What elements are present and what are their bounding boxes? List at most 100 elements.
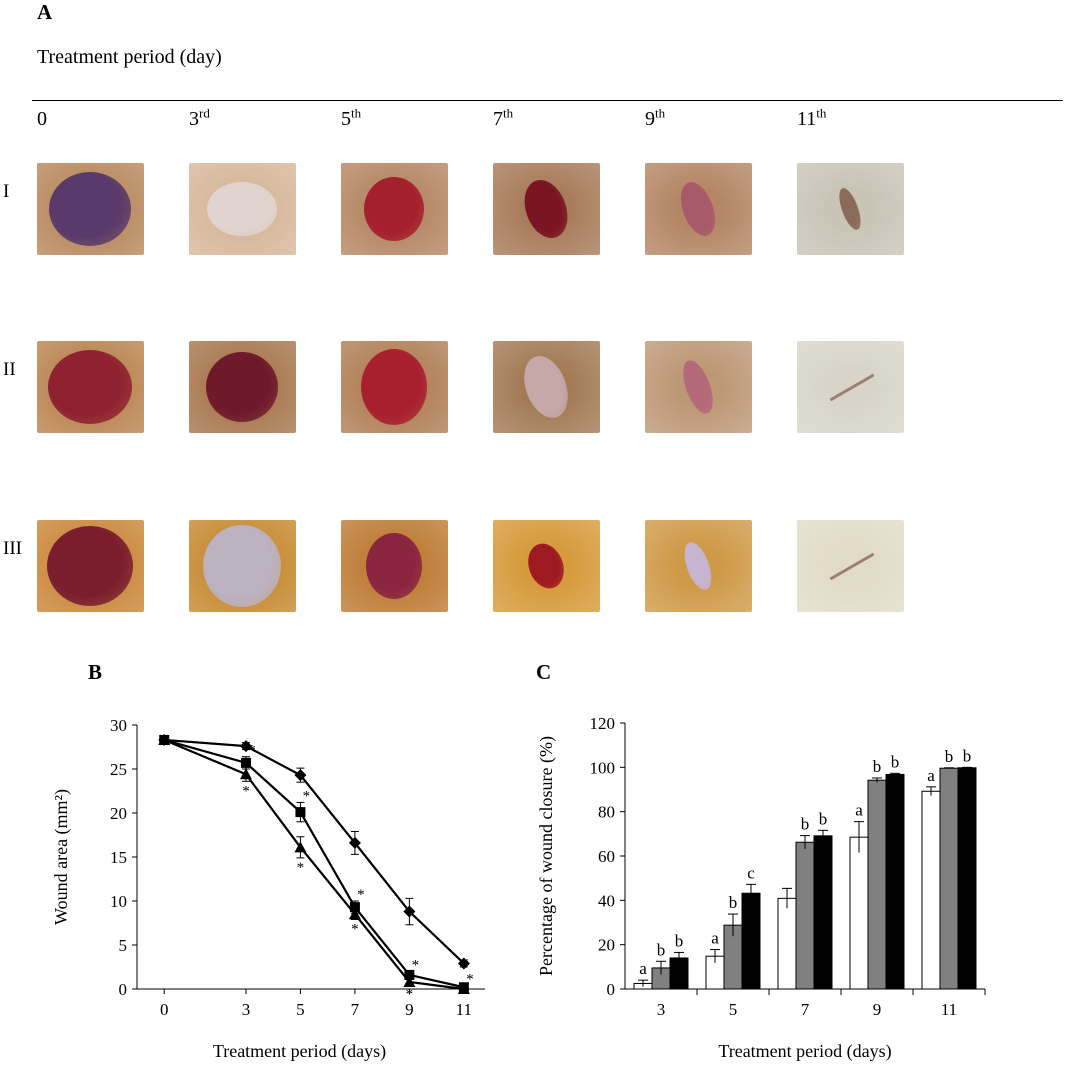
day-label-number: 11: [797, 108, 817, 130]
x-axis-label: Treatment period (days): [718, 1041, 891, 1062]
wound-spot: [364, 177, 424, 241]
y-tick-label: 10: [110, 892, 127, 911]
y-tick-label: 30: [110, 716, 127, 735]
data-point-triangle: [158, 733, 171, 745]
significance-letter: a: [855, 801, 863, 820]
significance-marker: *: [406, 987, 414, 1003]
row-label-1: I: [3, 181, 10, 202]
panel-c-letter: C: [536, 660, 552, 684]
wound-area-line-chart: 0 5 10 15 20 25 30 0 3 5 7 9 11 Treatment period (day…: [51, 716, 485, 1062]
wound-photo-row1-day5: [341, 163, 448, 255]
x-tick-label: 11: [456, 1000, 472, 1019]
y-tick-label: 0: [119, 980, 128, 999]
x-tick-label: 5: [729, 1000, 738, 1019]
wound-photo-row2-day0: [37, 341, 144, 433]
wound-spot: [203, 525, 281, 607]
wound-spot: [522, 538, 570, 594]
wound-spot: [516, 173, 576, 245]
wound-spot: [49, 172, 131, 246]
row-label-3: III: [3, 538, 22, 559]
day-label-suffix: th: [503, 105, 514, 121]
wound-spot: [207, 182, 277, 236]
x-tick-label: 9: [405, 1000, 414, 1019]
wound-photo-row1-day11: [797, 163, 904, 255]
series-line-diamond: [164, 738, 465, 965]
bar-II-day11: [939, 767, 959, 990]
day-label-3: 7th: [493, 105, 514, 131]
data-point-triangle: [348, 908, 361, 920]
wound-photo-row2-day3: [189, 341, 296, 433]
significance-letter: b: [657, 940, 666, 959]
y-tick-label: 20: [598, 936, 615, 955]
panel-a-title: Treatment period (day): [37, 46, 222, 68]
day-label-suffix: th: [351, 105, 362, 121]
significance-marker: *: [242, 783, 250, 799]
y-tick-label: 80: [598, 803, 615, 822]
data-point-diamond: [457, 957, 470, 970]
wound-photo-row2-day5: [341, 341, 448, 433]
significance-marker: *: [297, 860, 305, 876]
panel-b-letter: B: [88, 660, 103, 684]
data-point-square: [240, 757, 251, 768]
wound-spot: [834, 185, 866, 233]
bar-III-day9: [885, 773, 905, 990]
wound-spot: [679, 538, 717, 594]
y-tick-label: 20: [110, 804, 127, 823]
wound-photo-row3-day0: [37, 520, 144, 612]
significance-letter: b: [891, 752, 900, 771]
day-label-1: 3rd: [189, 105, 210, 131]
wound-photo-row3-day3: [189, 520, 296, 612]
wound-photo-row3-day7: [493, 520, 600, 612]
data-point-triangle: [403, 975, 416, 987]
significance-marker: *: [357, 887, 365, 903]
wound-spot: [516, 350, 576, 424]
header-divider: [32, 100, 1063, 101]
y-tick-label: 25: [110, 760, 127, 779]
data-point-diamond: [239, 740, 252, 753]
x-tick-label: 3: [657, 1000, 666, 1019]
significance-letter: a: [639, 959, 647, 978]
x-axis-label: Treatment period (days): [213, 1041, 386, 1062]
wound-photo-row1-day3: [189, 163, 296, 255]
row-label-2: II: [3, 359, 16, 380]
bar-II-day9: [867, 779, 887, 990]
wound-photo-row1-day7: [493, 163, 600, 255]
day-label-suffix: th: [816, 105, 827, 121]
day-label-5: 11th: [797, 105, 827, 131]
wound-spot: [829, 552, 875, 581]
day-label-number: 9: [645, 108, 655, 130]
day-label-suffix: rd: [199, 105, 210, 121]
data-point-square: [349, 902, 360, 913]
y-tick-label: 5: [119, 936, 128, 955]
day-label-number: 0: [37, 108, 47, 130]
day-label-4: 9th: [645, 106, 665, 131]
y-axis-label: Percentage of wound closure (%): [536, 736, 557, 976]
day-label-number: 3: [189, 108, 199, 130]
significance-letter: b: [801, 815, 810, 834]
wound-photo-row3-day9: [645, 520, 752, 612]
significance-letter: b: [729, 893, 738, 912]
y-tick-label: 120: [590, 714, 616, 733]
data-point-diamond: [348, 836, 361, 849]
significance-marker: *: [303, 788, 311, 804]
data-point-diamond: [403, 905, 416, 918]
data-point-diamond: [294, 769, 307, 782]
y-axis-label: Wound area (mm²): [51, 789, 72, 925]
wound-spot: [48, 350, 132, 424]
x-tick-label: 7: [801, 1000, 810, 1019]
bar-I-day11: [921, 790, 941, 990]
significance-marker: *: [248, 743, 256, 759]
significance-letter: b: [945, 747, 954, 766]
day-label-number: 7: [493, 108, 503, 130]
significance-letter: b: [675, 931, 684, 950]
series-line-square: [163, 738, 465, 989]
x-tick-label: 0: [160, 1000, 169, 1019]
wound-photo-row2-day9: [645, 341, 752, 433]
significance-marker: *: [466, 971, 474, 987]
wound-spot: [361, 349, 427, 425]
bar-I-day7: [777, 897, 797, 990]
wound-photo-row2-day7: [493, 341, 600, 433]
y-tick-label: 0: [607, 980, 616, 999]
panel-a-letter: A: [37, 0, 53, 24]
wound-spot: [829, 373, 875, 402]
